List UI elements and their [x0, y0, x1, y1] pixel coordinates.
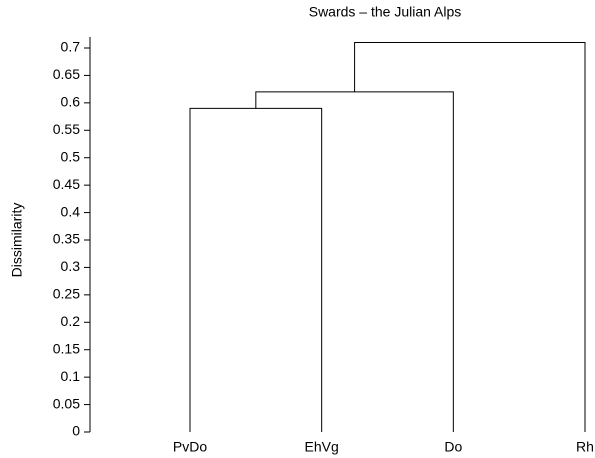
y-tick-label: 0.15	[53, 340, 80, 356]
y-tick-label: 0.35	[53, 231, 80, 247]
y-tick-label: 0.1	[61, 368, 81, 384]
y-tick-label: 0.2	[61, 313, 81, 329]
y-tick-label: 0.45	[53, 176, 80, 192]
y-tick-label: 0.4	[61, 203, 81, 219]
y-tick-label: 0.5	[61, 148, 81, 164]
y-tick-label: 0.25	[53, 286, 80, 302]
leaf-label: Do	[444, 439, 462, 455]
leaf-label: Rh	[576, 439, 594, 455]
y-tick-label: 0.05	[53, 395, 80, 411]
chart-title: Swards – the Julian Alps	[309, 4, 462, 20]
y-tick-label: 0.7	[61, 39, 81, 55]
y-tick-label: 0.3	[61, 258, 81, 274]
y-tick-label: 0.65	[53, 66, 80, 82]
y-axis-label: Dissimilarity	[9, 203, 25, 278]
y-tick-label: 0.6	[61, 94, 81, 110]
dendrogram-link	[189, 107, 323, 432]
dendrogram-link	[255, 91, 454, 432]
leaf-label: PvDo	[173, 439, 207, 455]
leaf-label: EhVg	[305, 439, 339, 455]
y-tick-label: 0.55	[53, 121, 80, 137]
y-tick-label: 0	[72, 423, 80, 439]
dendrogram-link	[354, 42, 586, 432]
